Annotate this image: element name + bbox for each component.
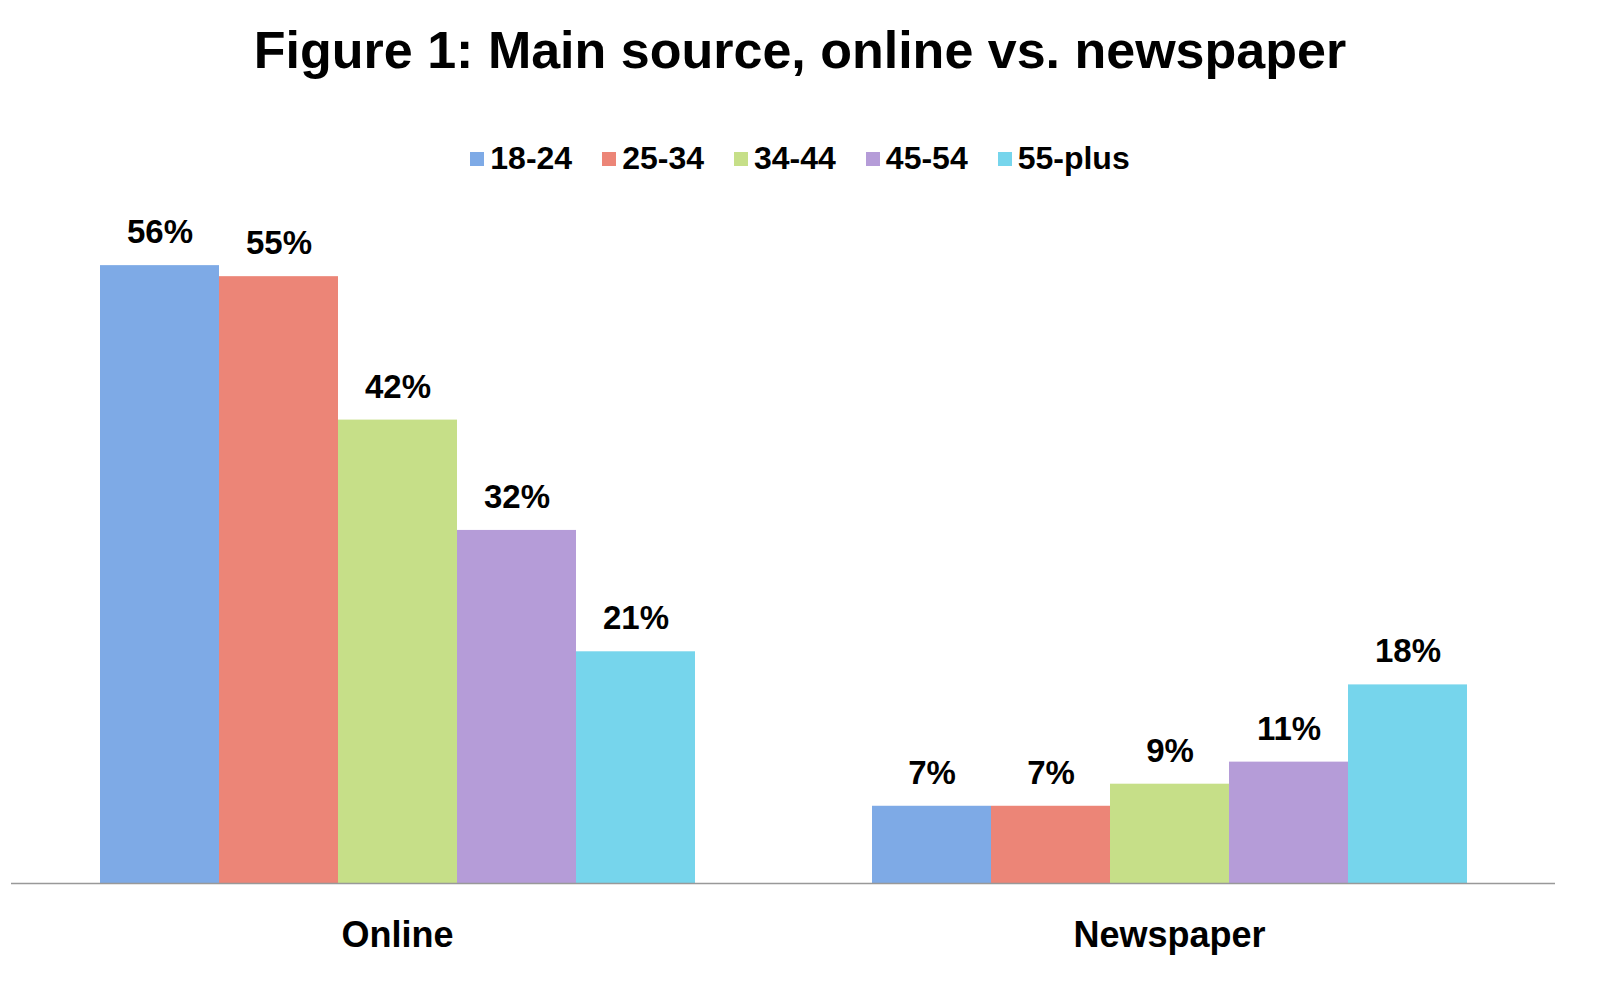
html-text:18-24: 18-24 [490, 140, 573, 176]
svg-text:21%: 21% [603, 599, 669, 636]
html-text:25-34: 25-34 [622, 140, 704, 176]
html-text:55-plus: 55-plus [1017, 140, 1130, 176]
svg-text:Newspaper: Newspaper [1073, 914, 1265, 955]
html-text:34-44: 34-44 [754, 140, 836, 176]
svg-text:9%: 9% [1146, 732, 1194, 769]
svg-text:56%: 56% [127, 213, 193, 250]
svg-text:55%: 55% [246, 224, 312, 261]
html-text:45-54: 45-54 [885, 140, 968, 176]
svg-text:18%: 18% [1375, 632, 1441, 669]
svg-text:Online: Online [341, 914, 453, 955]
html-text:Figure 1: Main source, online: Figure 1: Main source, online vs. newspa… [253, 21, 1347, 79]
html-text:Global results: Global results [1088, 247, 1226, 348]
svg-text:7%: 7% [1027, 754, 1075, 791]
svg-text:42%: 42% [365, 368, 431, 405]
svg-text:11%: 11% [1257, 710, 1321, 747]
svg-text:7%: 7% [908, 754, 956, 791]
svg-text:32%: 32% [484, 478, 550, 515]
